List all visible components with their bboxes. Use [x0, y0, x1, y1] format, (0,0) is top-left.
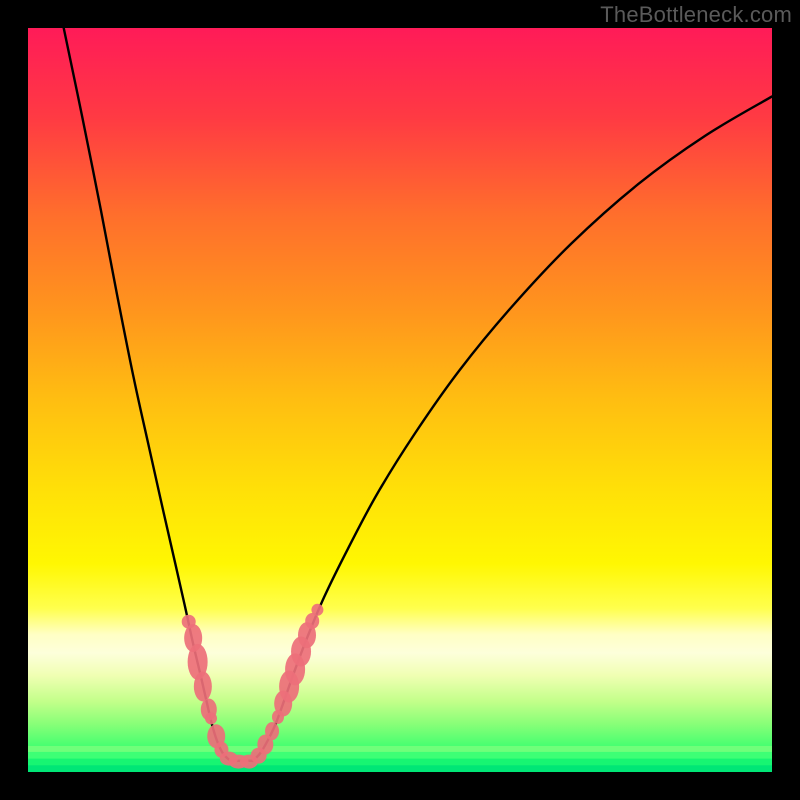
marker-point: [205, 712, 217, 724]
bottleneck-curve-chart: [28, 28, 772, 772]
marker-point: [194, 671, 212, 701]
chart-area: [28, 28, 772, 772]
marker-point: [265, 722, 279, 740]
marker-point: [311, 604, 323, 616]
watermark-text: TheBottleneck.com: [600, 2, 792, 28]
green-band: [28, 746, 772, 772]
